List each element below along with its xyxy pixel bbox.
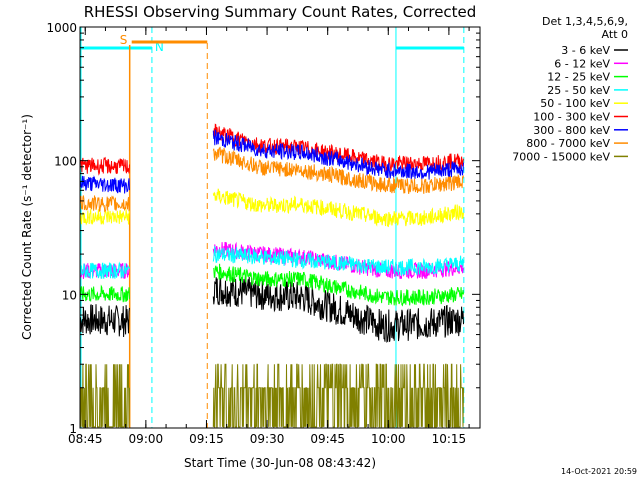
y-axis-label: Corrected Count Rate (s⁻¹ detector⁻¹) [20, 114, 34, 340]
legend-label: 3 - 6 keV [561, 44, 610, 57]
series-layer [79, 123, 464, 428]
y-tick-label: 10 [62, 288, 77, 302]
x-tick-label: 08:45 [68, 432, 103, 446]
x-axis: 08:45 09:00 09:15 09:30 09:45 10:00 10:15 [68, 27, 470, 446]
legend-label: 800 - 7000 keV [526, 137, 610, 150]
series-path [79, 209, 130, 226]
series-line [80, 363, 464, 428]
series-path [79, 195, 130, 213]
x-axis-label: Start Time (30-Jun-08 08:43:42) [184, 456, 376, 470]
y-tick-label: 1 [69, 422, 77, 436]
legend-label: 50 - 100 keV [540, 97, 610, 110]
timestamp: 14-Oct-2021 20:59 [561, 467, 637, 476]
legend-label: 300 - 800 keV [533, 124, 610, 137]
series-path [79, 261, 130, 279]
legend-label: 25 - 50 keV [547, 84, 610, 97]
attenuator-saa-markers: NS [80, 27, 465, 428]
x-tick-label: 09:15 [189, 432, 224, 446]
legend-label: 6 - 12 keV [554, 57, 610, 70]
saa-label: S [120, 33, 128, 47]
x-tick-label: 09:00 [129, 432, 164, 446]
series-line [79, 246, 464, 279]
chart-title: RHESSI Observing Summary Count Rates, Co… [84, 3, 477, 21]
legend-label: 12 - 25 keV [547, 71, 610, 84]
series-line [79, 146, 464, 213]
x-tick-label: 09:45 [310, 432, 345, 446]
series-path [212, 363, 464, 428]
series-path [212, 188, 464, 228]
legend-label: 7000 - 15000 keV [512, 150, 610, 163]
series-line [79, 263, 464, 307]
series-path [79, 156, 130, 176]
y-tick-label: 1000 [46, 21, 77, 35]
night-label: N [155, 40, 164, 54]
series-path [79, 304, 130, 338]
x-tick-label: 10:00 [371, 432, 406, 446]
series-line [79, 276, 464, 343]
legend-header: Det 1,3,4,5,6,9, [542, 15, 628, 28]
x-tick-label: 10:15 [432, 432, 467, 446]
series-path [79, 262, 130, 279]
plot-frame [79, 26, 481, 429]
y-axis: 1 10 100 1000 [46, 21, 480, 436]
series-path [80, 363, 130, 428]
y-tick-label: 100 [54, 155, 77, 169]
legend-label: 100 - 300 keV [533, 111, 610, 124]
series-path [212, 276, 464, 343]
series-path [212, 246, 464, 277]
series-path [212, 146, 464, 194]
x-tick-label: 09:30 [250, 432, 285, 446]
series-path [212, 263, 464, 307]
series-line [79, 188, 464, 228]
series-path [79, 284, 130, 303]
legend-header: Att 0 [602, 28, 628, 41]
series-path [79, 175, 130, 194]
